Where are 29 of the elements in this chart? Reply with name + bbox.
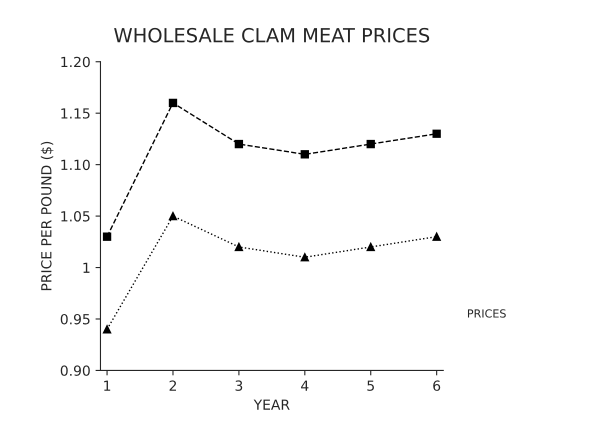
point (300, 150, 309, 159)
point (234, 242, 244, 252)
y-tick-label: 1.15 (61, 108, 90, 119)
x-tick-label: 2 (170, 380, 176, 391)
point (432, 232, 441, 241)
y-tick-label: 1.20 (61, 56, 90, 68)
x-axis-title: YEAR (254, 400, 290, 410)
point (234, 140, 244, 148)
y-tick-label: 0.95 (60, 314, 90, 324)
y-tick-label: 0.90 (60, 365, 90, 376)
y-tick-label: 1 (83, 262, 90, 273)
point (366, 140, 375, 148)
x-tick-label: 4 (301, 380, 308, 391)
point (168, 98, 178, 108)
y-tick-label: 1.10 (61, 160, 90, 170)
x-tick-label: 3 (236, 380, 242, 391)
point (102, 325, 112, 334)
y-axis-title: PRICE PER POUND ($) (40, 142, 54, 290)
point (168, 212, 178, 220)
point (432, 130, 441, 138)
point (300, 253, 309, 262)
y-tick-label: 1.05 (61, 211, 90, 222)
x-tick-label: 5 (367, 380, 374, 391)
point (366, 242, 375, 252)
x-tick-label: 6 (433, 380, 440, 391)
x-tick-label: 1 (104, 380, 110, 391)
point (102, 232, 112, 241)
text: PRICES (468, 309, 506, 318)
chart-title: WHOLESALE CLAM MEAT PRICES (114, 28, 430, 43)
